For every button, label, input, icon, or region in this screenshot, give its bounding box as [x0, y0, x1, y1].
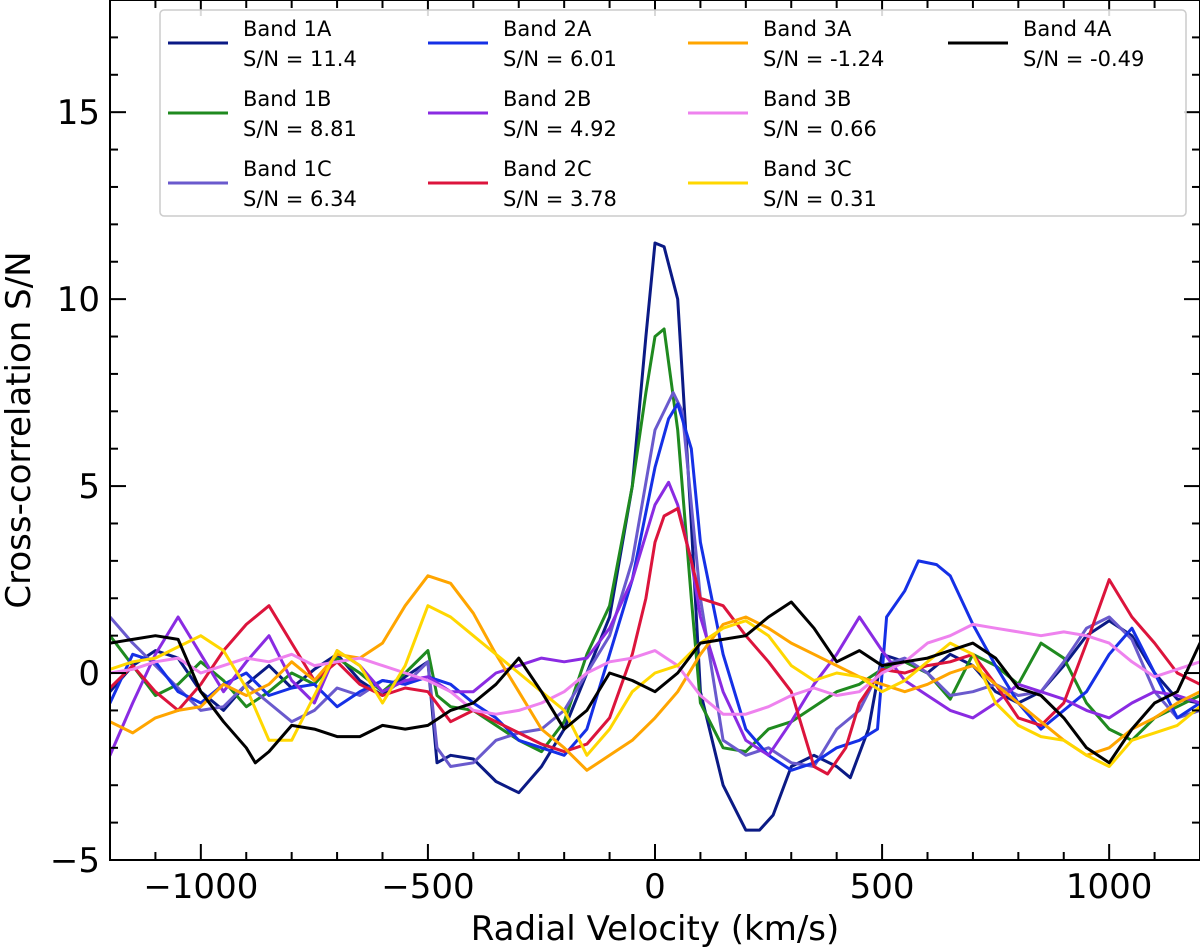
x-tick-label: 500	[850, 867, 915, 907]
y-tick-label: 15	[57, 93, 100, 133]
legend-sn-band-1b: S/N = 8.81	[243, 117, 357, 141]
x-tick-label: −500	[381, 867, 474, 907]
legend-sn-band-1c: S/N = 6.34	[243, 187, 357, 211]
legend-sn-band-4a: S/N = -0.49	[1023, 47, 1144, 71]
legend-name-band-1c: Band 1C	[243, 157, 332, 181]
y-tick-label: −5	[50, 841, 100, 881]
legend-items: Band 1A S/N = 11.4 Band 1B S/N = 8.81 Band 1…	[168, 17, 1144, 211]
legend-sn-band-2a: S/N = 6.01	[503, 47, 617, 71]
legend-sn-band-1a: S/N = 11.4	[243, 47, 357, 71]
series-line-band-1b	[110, 327, 1200, 754]
legend-name-band-3b: Band 3B	[763, 87, 851, 111]
legend-name-band-4a: Band 4A	[1023, 17, 1112, 41]
series-line-band-3a	[110, 574, 1200, 772]
series-line-band-1a	[110, 241, 1200, 832]
legend-name-band-3a: Band 3A	[763, 17, 852, 41]
legend-name-band-3c: Band 3C	[763, 157, 852, 181]
legend-name-band-2c: Band 2C	[503, 157, 592, 181]
y-axis-label: Cross-correlation S/N	[0, 251, 39, 608]
plot-area: −1000 −500 0 500 1000 −5 0 5 10 15	[50, 0, 1200, 907]
legend-name-band-1a: Band 1A	[243, 17, 332, 41]
series-line-band-2a	[110, 402, 1200, 772]
legend-sn-band-3c: S/N = 0.31	[763, 187, 877, 211]
x-axis-label: Radial Velocity (km/s)	[471, 909, 840, 949]
legend-sn-band-3b: S/N = 0.66	[763, 117, 877, 141]
x-tick-label: −1000	[143, 867, 258, 907]
legend-box	[159, 9, 1187, 217]
series-layer	[110, 241, 1200, 832]
series-line-band-3c	[110, 604, 1200, 768]
y-tick-label: 5	[78, 467, 100, 507]
y-tick-label: 10	[57, 280, 100, 320]
series-line-band-1c	[110, 391, 1200, 768]
legend-name-band-2a: Band 2A	[503, 17, 592, 41]
series-line-band-4a	[110, 600, 1200, 765]
x-tick-label: 1000	[1066, 867, 1153, 907]
series-line-band-2c	[110, 507, 1200, 776]
ticks-layer: −1000 −500 0 500 1000 −5 0 5 10 15	[50, 0, 1200, 907]
series-line-band-3b	[110, 622, 1200, 716]
y-tick-label: 0	[78, 654, 100, 694]
legend: Band 1A S/N = 11.4 Band 1B S/N = 8.81 Band 1…	[159, 9, 1187, 217]
legend-name-band-1b: Band 1B	[243, 87, 331, 111]
series-line-band-2b	[110, 480, 1200, 757]
x-tick-label: 0	[644, 867, 666, 907]
legend-name-band-2b: Band 2B	[503, 87, 591, 111]
legend-sn-band-2c: S/N = 3.78	[503, 187, 617, 211]
legend-sn-band-2b: S/N = 4.92	[503, 117, 617, 141]
legend-sn-band-3a: S/N = -1.24	[763, 47, 884, 71]
